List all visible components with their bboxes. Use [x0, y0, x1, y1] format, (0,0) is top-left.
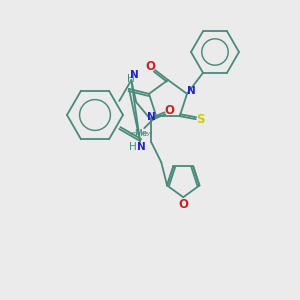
Text: N: N: [147, 112, 156, 122]
Text: O: O: [164, 104, 174, 117]
Text: H: H: [129, 142, 137, 152]
Text: Me: Me: [135, 129, 148, 138]
Text: N: N: [137, 142, 146, 152]
Text: O: O: [145, 61, 155, 74]
Text: methyl: methyl: [130, 131, 152, 136]
Text: N: N: [130, 70, 139, 80]
Text: S: S: [196, 113, 205, 126]
Text: O: O: [178, 198, 188, 211]
Text: N: N: [187, 86, 195, 96]
Text: H: H: [127, 74, 135, 84]
